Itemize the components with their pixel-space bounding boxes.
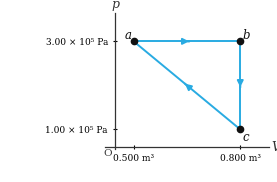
Text: V: V [271, 141, 277, 154]
Text: a: a [124, 29, 132, 42]
Text: p: p [111, 0, 119, 11]
Text: c: c [243, 131, 249, 144]
Text: b: b [242, 29, 250, 42]
Text: O: O [104, 149, 112, 158]
